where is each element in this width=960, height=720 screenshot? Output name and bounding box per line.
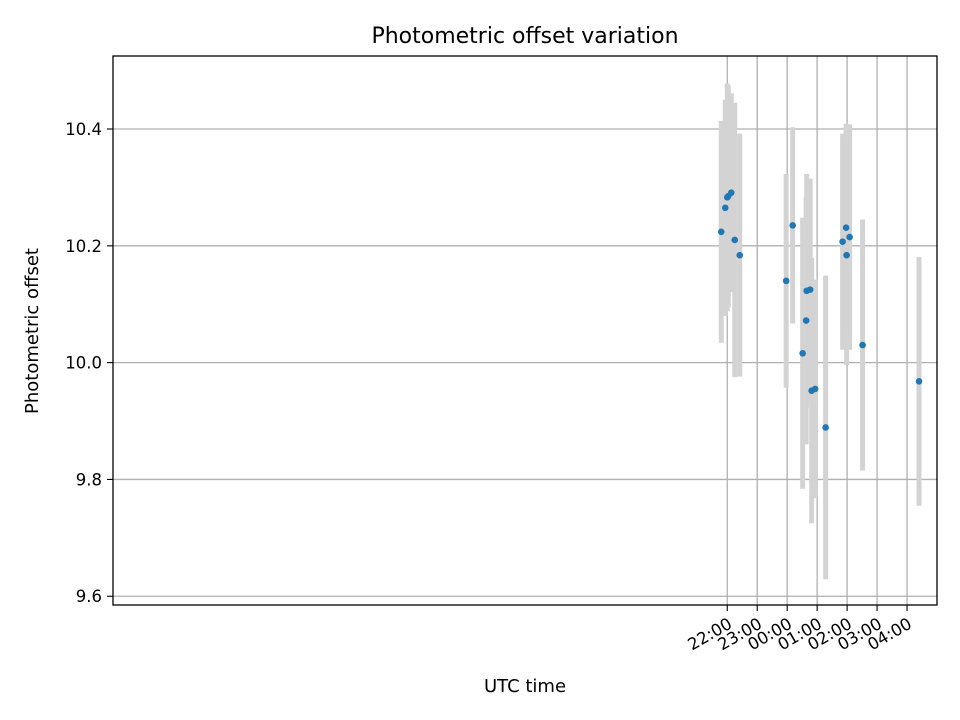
data-point: [842, 224, 850, 232]
y-tick-label: 10.4: [65, 120, 102, 139]
data-point: [806, 286, 814, 293]
data-point: [859, 341, 866, 349]
plot-frame: [112, 55, 938, 606]
data-point: [811, 385, 819, 393]
y-tick-label: 10.0: [65, 354, 102, 373]
data-point: [915, 378, 923, 385]
y-axis-ticks: 9.6 9.8 10.0 10.2 10.4: [65, 120, 113, 606]
data-point: [727, 189, 735, 196]
x-axis-label: UTC time: [484, 676, 566, 697]
data-point: [782, 277, 790, 285]
data-point: [721, 204, 729, 212]
data-point: [717, 228, 725, 236]
chart-title: Photometric offset variation: [371, 24, 678, 49]
data-point: [843, 251, 850, 259]
data-point: [731, 236, 739, 244]
y-tick-label: 10.2: [65, 237, 102, 256]
error-bars: [718, 83, 922, 580]
data-point: [789, 222, 796, 229]
data-point: [736, 251, 744, 259]
data-point: [839, 238, 846, 246]
y-tick-label: 9.8: [76, 470, 102, 489]
data-point: [846, 233, 853, 241]
y-axis-label: Photometric offset: [22, 248, 43, 414]
data-point: [822, 424, 829, 431]
data-points: [717, 189, 923, 431]
data-point: [802, 317, 810, 324]
data-point: [799, 349, 806, 357]
y-tick-label: 9.6: [76, 587, 102, 606]
